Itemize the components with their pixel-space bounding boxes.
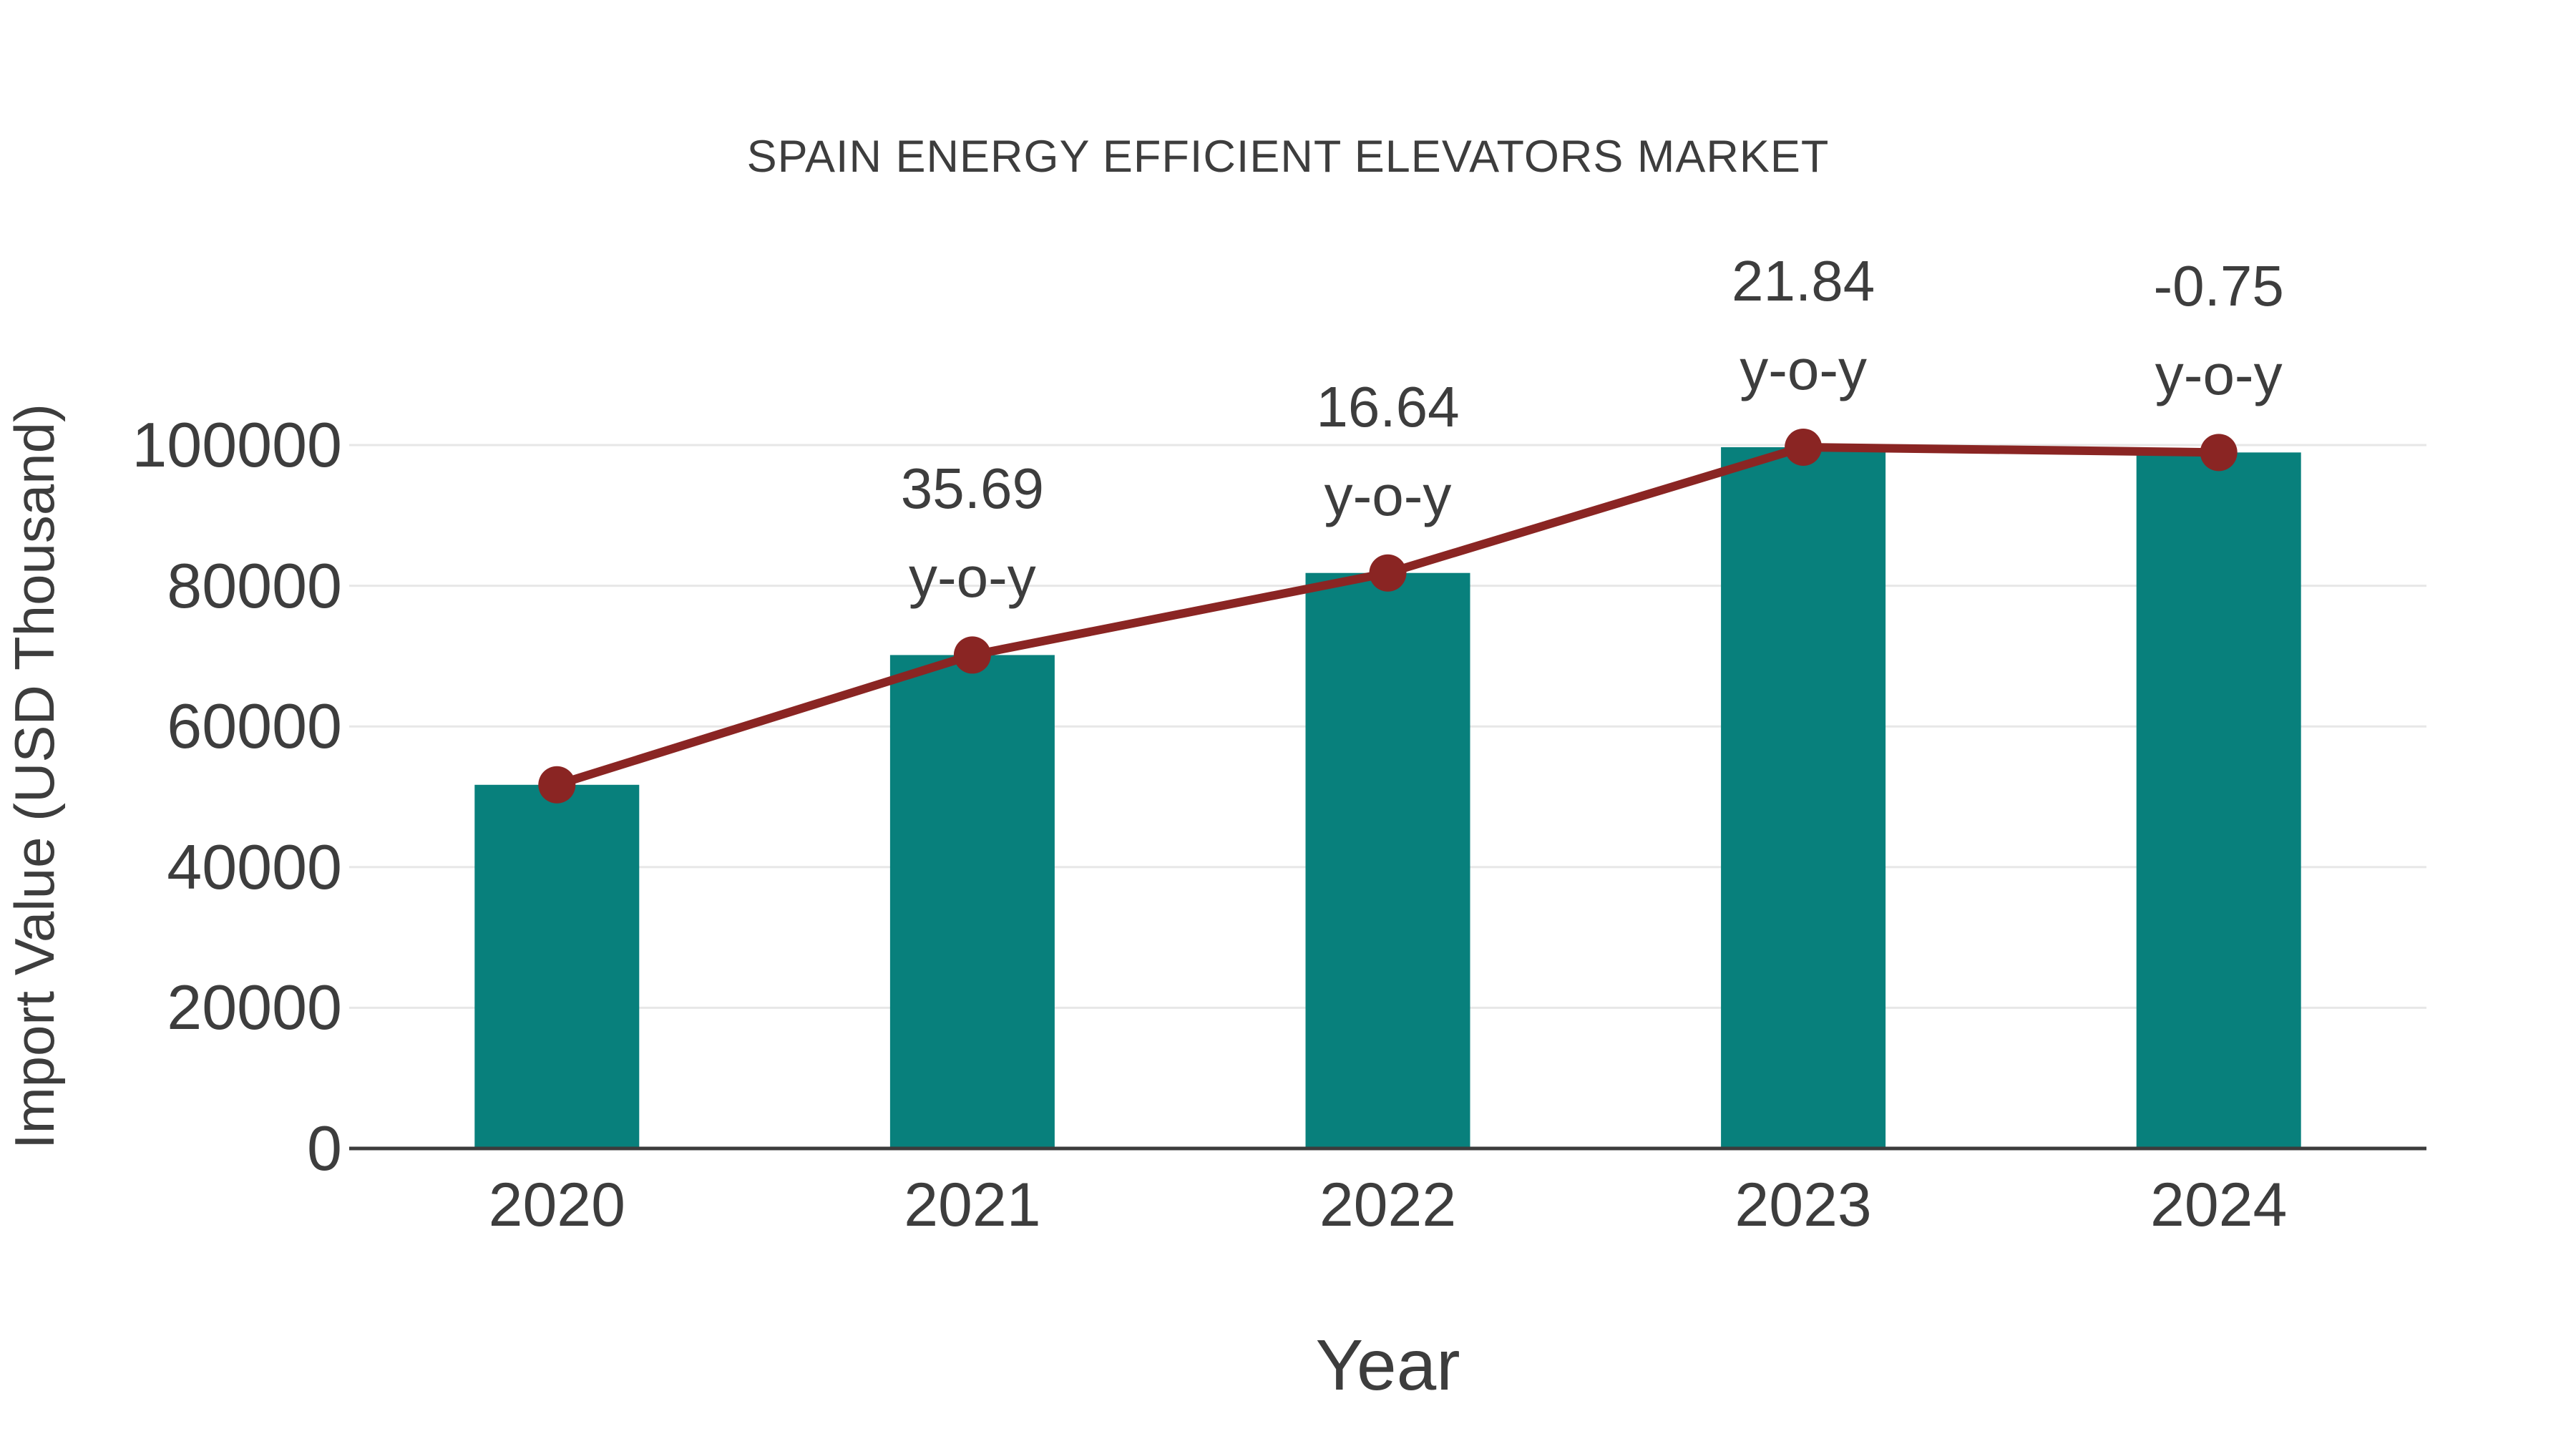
y-tick-label-0: 0: [307, 1113, 342, 1184]
yoy-value-label: 21.84: [1731, 248, 1875, 313]
yoy-annotation-2022: 16.64 y-o-y: [1316, 363, 1459, 540]
bar-2022[interactable]: [1305, 572, 1470, 1148]
yoy-unit-label: y-o-y: [1324, 463, 1452, 527]
yoy-annotation-2024: -0.75 y-o-y: [2154, 242, 2284, 419]
trend-marker-2021[interactable]: [953, 636, 991, 674]
yoy-unit-label: y-o-y: [1740, 337, 1867, 401]
chart-title: SPAIN ENERGY EFFICIENT ELEVATORS MARKET: [746, 132, 1830, 182]
bar-2021[interactable]: [889, 655, 1055, 1148]
x-tick-label-2023: 2023: [1735, 1171, 1872, 1239]
x-tick-label-2022: 2022: [1319, 1171, 1457, 1239]
trend-marker-2020[interactable]: [538, 766, 576, 804]
y-tick-label-40000: 40000: [167, 831, 342, 902]
yoy-value-label: -0.75: [2153, 254, 2284, 318]
y-tick-label-20000: 20000: [167, 972, 342, 1043]
y-tick-label-60000: 60000: [167, 691, 342, 762]
x-axis-title: Year: [1315, 1325, 1460, 1405]
y-axis-title: Import Value (USD Thousand): [3, 404, 66, 1149]
y-tick-label-100000: 100000: [132, 409, 342, 480]
y-tick-label-80000: 80000: [167, 550, 342, 621]
x-tick-label-2020: 2020: [488, 1171, 625, 1239]
bar-2023[interactable]: [1721, 447, 1886, 1148]
yoy-unit-label: y-o-y: [908, 545, 1036, 610]
trend-marker-2023[interactable]: [1785, 428, 1823, 466]
trend-marker-2022[interactable]: [1369, 554, 1407, 592]
yoy-unit-label: y-o-y: [2155, 343, 2283, 407]
yoy-annotation-2021: 35.69 y-o-y: [901, 444, 1044, 622]
bar-2024[interactable]: [2136, 452, 2301, 1148]
yoy-value-label: 35.69: [900, 457, 1044, 521]
yoy-value-label: 16.64: [1316, 374, 1460, 439]
yoy-annotation-2023: 21.84 y-o-y: [1732, 237, 1875, 414]
x-tick-label-2021: 2021: [904, 1171, 1041, 1239]
x-tick-label-2024: 2024: [2150, 1171, 2288, 1239]
bar-2020[interactable]: [474, 784, 640, 1148]
trend-marker-2024[interactable]: [2200, 434, 2238, 472]
